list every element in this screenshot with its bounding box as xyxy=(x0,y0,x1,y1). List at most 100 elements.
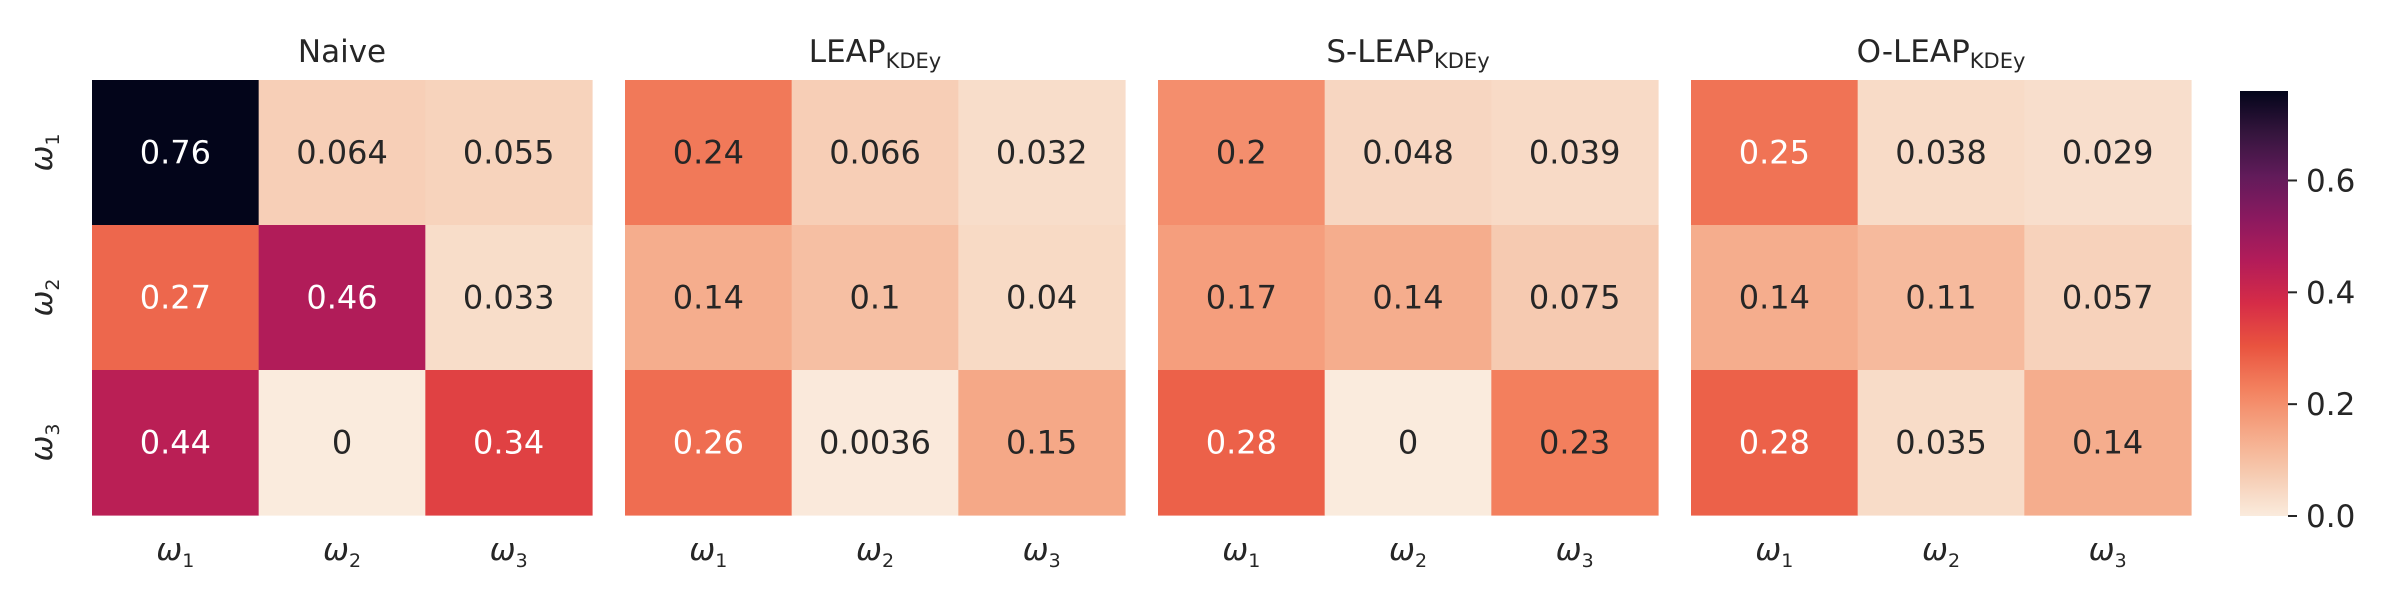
heatmap-cell xyxy=(92,80,260,226)
cell-value-label: 0.048 xyxy=(1362,134,1454,172)
heatmap-cell xyxy=(791,370,959,516)
panel-title: Naive xyxy=(298,34,386,70)
x-tick-label: ω3 xyxy=(1556,532,1594,572)
cell-value-label: 0.28 xyxy=(1206,424,1277,462)
heatmap-cell xyxy=(1491,370,1659,516)
heatmap-cell xyxy=(1324,370,1492,516)
y-tick-label: ω1 xyxy=(24,133,64,171)
x-tick-label: ω3 xyxy=(490,532,528,572)
x-tick-label: ω2 xyxy=(1389,532,1427,572)
cell-value-label: 0.44 xyxy=(140,424,211,462)
panel-title: O-LEAPKDEy xyxy=(1857,34,2026,73)
heatmap-cell xyxy=(958,225,1126,371)
cell-value-label: 0.26 xyxy=(673,424,744,462)
cell-value-label: 0.029 xyxy=(2062,134,2154,172)
cell-value-label: 0.34 xyxy=(473,424,544,462)
heatmap-cell xyxy=(258,225,426,371)
x-tick-label: ω1 xyxy=(1755,532,1793,572)
heatmap-panel: LEAPKDEy 0.24 0.066 0.032 0.14 0.1 0.04 0.26 0.0… xyxy=(625,34,1126,572)
colorbar-tick-label: 0.0 xyxy=(2306,499,2355,535)
heatmap-cell xyxy=(258,80,426,226)
cell-value-label: 0.055 xyxy=(463,134,555,172)
cell-value-label: 0.14 xyxy=(1739,279,1810,317)
heatmap-cell xyxy=(1857,370,2025,516)
heatmap-cell xyxy=(1491,225,1659,371)
heatmap-cell xyxy=(2024,80,2192,226)
heatmap-cell xyxy=(1158,225,1326,371)
colorbar-tick-label: 0.4 xyxy=(2306,275,2355,311)
heatmap-cell xyxy=(1324,225,1492,371)
cell-value-label: 0.038 xyxy=(1895,134,1987,172)
cell-value-label: 0.075 xyxy=(1529,279,1621,317)
heatmap-panel: O-LEAPKDEy 0.25 0.038 0.029 0.14 0.11 0.057 0.2… xyxy=(1691,34,2192,572)
cell-value-label: 0.0036 xyxy=(819,424,931,462)
cell-value-label: 0.25 xyxy=(1739,134,1810,172)
panel-title: S-LEAPKDEy xyxy=(1326,34,1489,73)
cell-value-label: 0.057 xyxy=(2062,279,2154,317)
x-tick-label: ω2 xyxy=(323,532,361,572)
x-tick-label: ω1 xyxy=(689,532,727,572)
cell-value-label: 0.14 xyxy=(1372,279,1443,317)
colorbar-gradient xyxy=(2240,91,2288,516)
colorbar: 0.0 0.2 0.4 0.6 xyxy=(2240,91,2355,535)
cell-value-label: 0.46 xyxy=(306,279,377,317)
heatmap-cell xyxy=(1691,370,1859,516)
heatmap-cell xyxy=(425,80,593,226)
heatmap-cell xyxy=(2024,225,2192,371)
cell-value-label: 0.064 xyxy=(296,134,388,172)
heatmap-cell xyxy=(791,225,959,371)
cell-value-label: 0.04 xyxy=(1006,279,1077,317)
heatmap-cell xyxy=(1691,225,1859,371)
heatmap-cell xyxy=(625,80,793,226)
cell-value-label: 0.23 xyxy=(1539,424,1610,462)
cell-value-label: 0.17 xyxy=(1206,279,1277,317)
heatmap-cell xyxy=(92,225,260,371)
cell-value-label: 0.032 xyxy=(996,134,1088,172)
cell-value-label: 0.14 xyxy=(2072,424,2143,462)
heatmap-panel: Naive 0.76 0.064 0.055 0.27 0.46 0.033 0.44 0 0.3… xyxy=(92,34,593,572)
heatmap-cell xyxy=(791,80,959,226)
cell-value-label: 0.033 xyxy=(463,279,555,317)
cell-value-label: 0.11 xyxy=(1905,279,1976,317)
cell-value-label: 0.28 xyxy=(1739,424,1810,462)
heatmap-panels: Naive 0.76 0.064 0.055 0.27 0.46 0.033 0.44 0 0.3… xyxy=(24,34,2192,572)
heatmap-cell xyxy=(625,370,793,516)
heatmap-panel: S-LEAPKDEy 0.2 0.048 0.039 0.17 0.14 0.075 0.28… xyxy=(1158,34,1659,572)
y-tick-label: ω3 xyxy=(24,423,64,461)
cell-value-label: 0.15 xyxy=(1006,424,1077,462)
heatmap-cell xyxy=(1158,80,1326,226)
cell-value-label: 0.066 xyxy=(829,134,921,172)
heatmap-cell xyxy=(1491,80,1659,226)
heatmap-cell xyxy=(258,370,426,516)
heatmap-cell xyxy=(425,225,593,371)
heatmap-cell xyxy=(92,370,260,516)
x-tick-label: ω2 xyxy=(856,532,894,572)
cell-value-label: 0.035 xyxy=(1895,424,1987,462)
colorbar-tick-label: 0.6 xyxy=(2306,163,2355,199)
heatmap-cell xyxy=(1158,370,1326,516)
heatmap-cell xyxy=(1691,80,1859,226)
heatmap-cell xyxy=(1857,225,2025,371)
cell-value-label: 0.039 xyxy=(1529,134,1621,172)
x-tick-label: ω3 xyxy=(2089,532,2127,572)
heatmap-cell xyxy=(425,370,593,516)
x-tick-label: ω1 xyxy=(156,532,194,572)
colorbar-tick-label: 0.2 xyxy=(2306,387,2355,423)
x-tick-label: ω2 xyxy=(1922,532,1960,572)
heatmap-cell xyxy=(625,225,793,371)
y-tick-label: ω2 xyxy=(24,278,64,316)
cell-value-label: 0 xyxy=(332,424,352,462)
heatmap-cell xyxy=(958,370,1126,516)
x-tick-label: ω1 xyxy=(1222,532,1260,572)
cell-value-label: 0.27 xyxy=(140,279,211,317)
panel-title: LEAPKDEy xyxy=(809,34,941,73)
heatmap-cell xyxy=(2024,370,2192,516)
cell-value-label: 0.1 xyxy=(850,279,901,317)
heatmap-cell xyxy=(1324,80,1492,226)
cell-value-label: 0 xyxy=(1398,424,1418,462)
x-tick-label: ω3 xyxy=(1023,532,1061,572)
cell-value-label: 0.76 xyxy=(140,134,211,172)
cell-value-label: 0.2 xyxy=(1216,134,1267,172)
cell-value-label: 0.24 xyxy=(673,134,744,172)
